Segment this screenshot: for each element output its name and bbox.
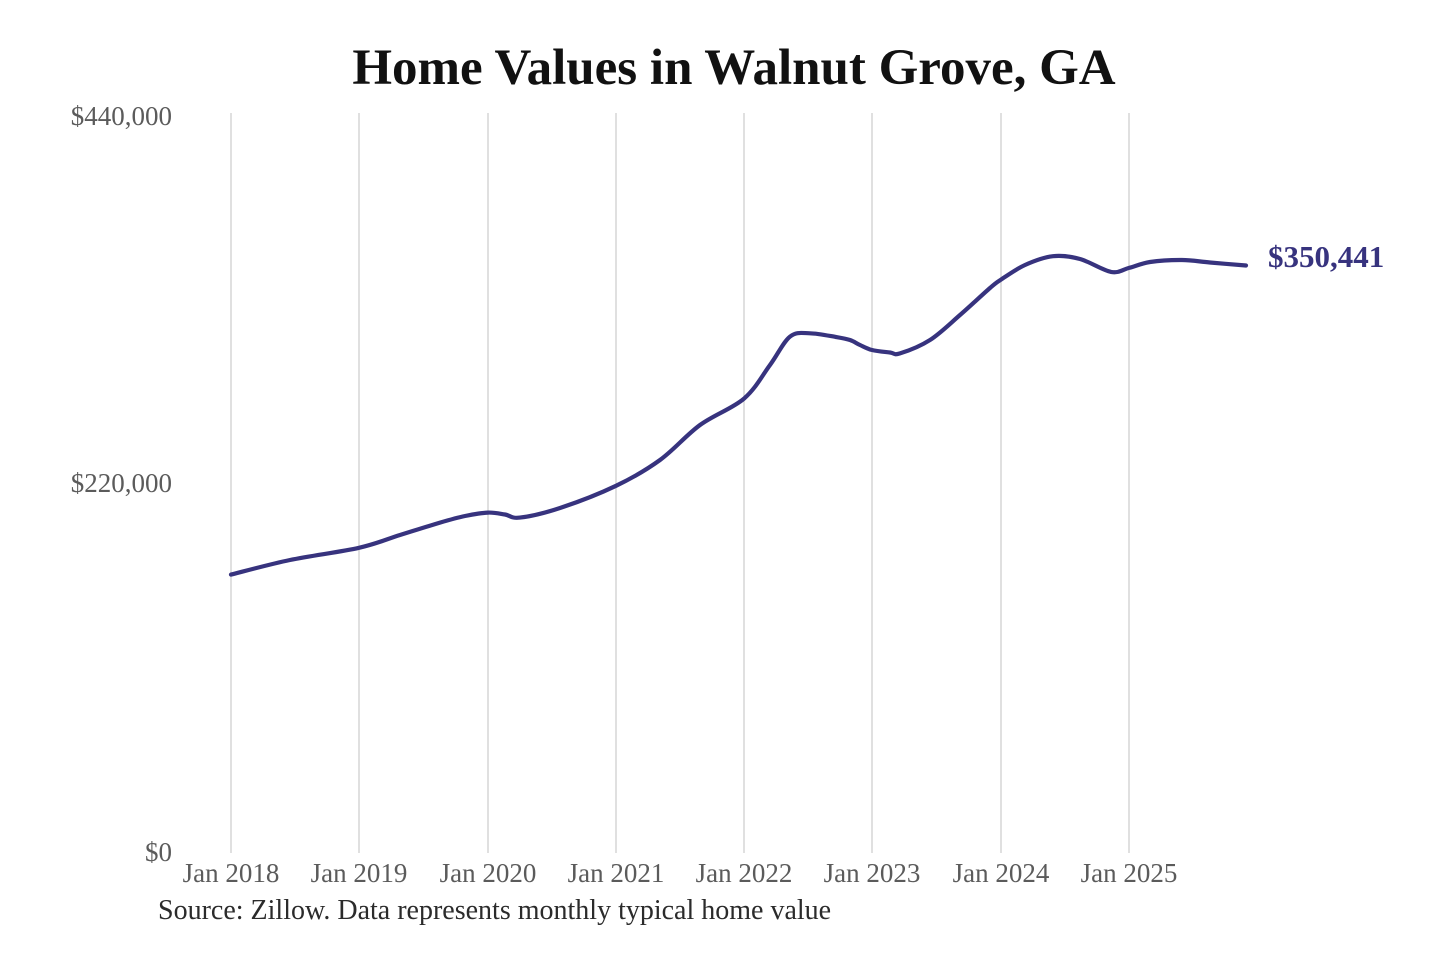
svg-text:Jan 2022: Jan 2022: [696, 858, 793, 888]
svg-text:$0: $0: [145, 837, 172, 867]
svg-text:Jan 2024: Jan 2024: [953, 858, 1050, 888]
svg-text:Jan 2019: Jan 2019: [311, 858, 408, 888]
svg-text:Jan 2018: Jan 2018: [183, 858, 280, 888]
svg-text:Jan 2021: Jan 2021: [568, 858, 665, 888]
svg-text:Jan 2023: Jan 2023: [824, 858, 921, 888]
svg-text:$350,441: $350,441: [1268, 239, 1384, 274]
svg-text:$220,000: $220,000: [71, 468, 172, 498]
svg-text:Jan 2025: Jan 2025: [1081, 858, 1178, 888]
svg-text:Jan 2020: Jan 2020: [440, 858, 537, 888]
svg-text:$440,000: $440,000: [71, 101, 172, 131]
